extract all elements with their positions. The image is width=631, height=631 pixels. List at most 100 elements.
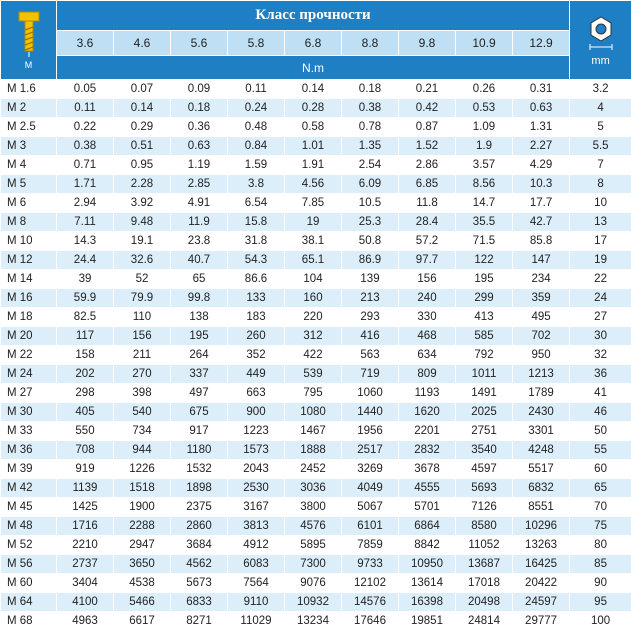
- strength-class-title: Класс прочности: [57, 1, 570, 31]
- torque-value-cell: 5895: [285, 536, 342, 555]
- torque-value-cell: 2530: [228, 479, 285, 498]
- torque-value-cell: 919: [57, 460, 114, 479]
- torque-value-cell: 234: [513, 270, 570, 289]
- torque-value-cell: 2860: [171, 517, 228, 536]
- bolt-size-cell: M 20: [1, 327, 57, 346]
- torque-value-cell: 0.14: [114, 99, 171, 118]
- torque-value-cell: 14.3: [57, 232, 114, 251]
- torque-value-cell: 2737: [57, 555, 114, 574]
- torque-value-cell: 2832: [399, 441, 456, 460]
- bolt-size-cell: M 56: [1, 555, 57, 574]
- bolt-size-cell: M 5: [1, 175, 57, 194]
- torque-value-cell: 405: [57, 403, 114, 422]
- torque-value-cell: 10.3: [513, 175, 570, 194]
- torque-value-cell: 13263: [513, 536, 570, 555]
- torque-value-cell: 0.53: [456, 99, 513, 118]
- torque-value-cell: 147: [513, 251, 570, 270]
- class-header-cell: 9.8: [399, 31, 456, 56]
- torque-value-cell: 0.95: [114, 156, 171, 175]
- bolt-size-cell: M 48: [1, 517, 57, 536]
- torque-value-cell: 1226: [114, 460, 171, 479]
- torque-value-cell: 19.1: [114, 232, 171, 251]
- wrench-size-cell: 13: [570, 213, 631, 232]
- torque-value-cell: 8551: [513, 498, 570, 517]
- torque-value-cell: 540: [114, 403, 171, 422]
- torque-value-cell: 6832: [513, 479, 570, 498]
- class-header-cell: 6.8: [285, 31, 342, 56]
- bolt-size-cell: M 12: [1, 251, 57, 270]
- class-header-cell: 5.6: [171, 31, 228, 56]
- torque-value-cell: 13687: [456, 555, 513, 574]
- torque-value-cell: 0.26: [456, 80, 513, 99]
- torque-value-cell: 195: [456, 270, 513, 289]
- torque-value-cell: 422: [285, 346, 342, 365]
- torque-value-cell: 6617: [114, 612, 171, 631]
- torque-value-cell: 495: [513, 308, 570, 327]
- torque-value-cell: 0.18: [342, 80, 399, 99]
- wrench-size-cell: 90: [570, 574, 631, 593]
- torque-value-cell: 2.54: [342, 156, 399, 175]
- torque-value-cell: 4.29: [513, 156, 570, 175]
- torque-value-cell: 11052: [456, 536, 513, 555]
- wrench-size-cell: 100: [570, 612, 631, 631]
- torque-value-cell: 3813: [228, 517, 285, 536]
- torque-value-cell: 202: [57, 365, 114, 384]
- torque-value-cell: 1425: [57, 498, 114, 517]
- torque-value-cell: 5067: [342, 498, 399, 517]
- torque-value-cell: 35.5: [456, 213, 513, 232]
- hex-nut-icon: [586, 13, 616, 53]
- nut-size-label: mm: [591, 55, 609, 67]
- torque-value-cell: 3678: [399, 460, 456, 479]
- torque-value-cell: 183: [228, 308, 285, 327]
- bolt-size-cell: M 10: [1, 232, 57, 251]
- bolt-icon: [16, 10, 42, 58]
- torque-value-cell: 9076: [285, 574, 342, 593]
- torque-value-cell: 497: [171, 384, 228, 403]
- torque-value-cell: 110: [114, 308, 171, 327]
- class-header-cell: 4.6: [114, 31, 171, 56]
- bolt-size-cell: M 33: [1, 422, 57, 441]
- torque-value-cell: 1789: [513, 384, 570, 403]
- table-header: M Класс прочности mm: [1, 1, 631, 80]
- torque-value-cell: 809: [399, 365, 456, 384]
- bolt-size-cell: M 2.5: [1, 118, 57, 137]
- torque-value-cell: 139: [342, 270, 399, 289]
- torque-value-cell: 2375: [171, 498, 228, 517]
- torque-value-cell: 2043: [228, 460, 285, 479]
- torque-value-cell: 6.85: [399, 175, 456, 194]
- class-header-cell: 8.8: [342, 31, 399, 56]
- wrench-size-cell: 80: [570, 536, 631, 555]
- torque-value-cell: 4912: [228, 536, 285, 555]
- torque-value-cell: 59.9: [57, 289, 114, 308]
- unit-label: N.m: [57, 56, 570, 80]
- torque-value-cell: 468: [399, 327, 456, 346]
- torque-value-cell: 550: [57, 422, 114, 441]
- torque-table-page: M Класс прочности mm: [0, 0, 631, 609]
- torque-value-cell: 7126: [456, 498, 513, 517]
- wrench-size-cell: 27: [570, 308, 631, 327]
- torque-value-cell: 0.63: [513, 99, 570, 118]
- torque-value-cell: 4248: [513, 441, 570, 460]
- torque-value-cell: 270: [114, 365, 171, 384]
- wrench-size-cell: 70: [570, 498, 631, 517]
- torque-value-cell: 4.56: [285, 175, 342, 194]
- wrench-size-cell: 60: [570, 460, 631, 479]
- torque-value-cell: 0.24: [228, 99, 285, 118]
- torque-value-cell: 312: [285, 327, 342, 346]
- class-header-cell: 5.8: [228, 31, 285, 56]
